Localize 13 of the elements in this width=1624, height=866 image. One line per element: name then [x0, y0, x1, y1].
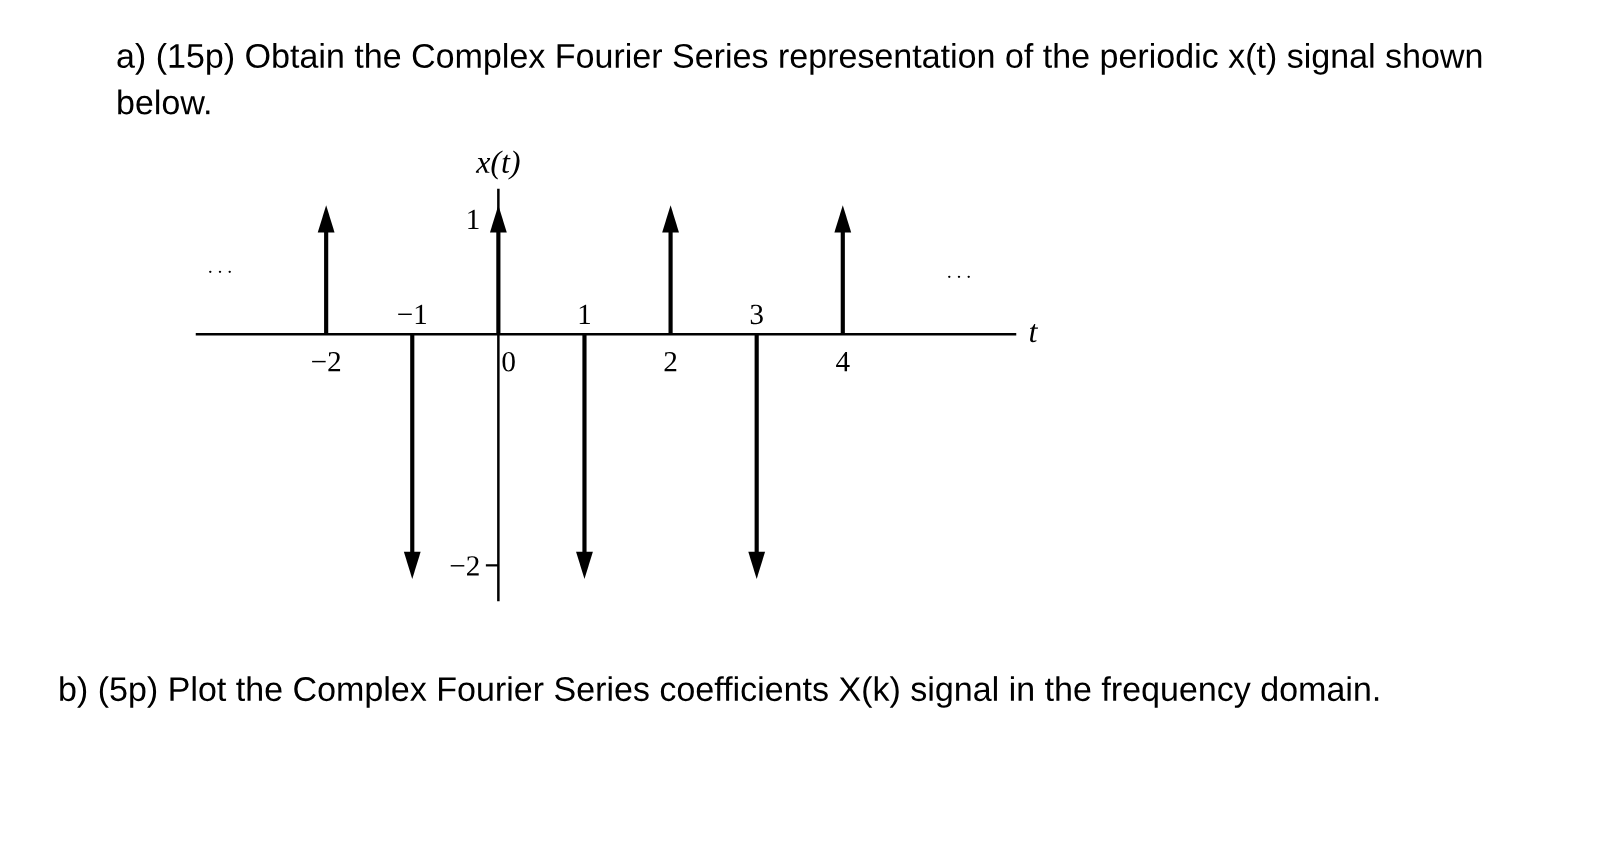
x-tick-label: 0 [502, 351, 515, 372]
x2-tick-label: 1 [579, 304, 591, 324]
annotation: . . . [209, 270, 231, 273]
x-tick-label: −2 [312, 351, 341, 372]
annotation: . . . [948, 275, 970, 278]
x2-tick-label: −1 [398, 304, 427, 324]
x-tick-label: 2 [664, 351, 677, 372]
x-tick-label: 4 [836, 352, 850, 372]
x2-tick-label: 3 [750, 304, 763, 325]
chart-title: a) (15p) Obtain the Complex Fourier Series representation of the periodic x(t) signal shown below. [117, 43, 1482, 115]
x-axis-title: t [1029, 324, 1039, 343]
y-axis-title: x(t) [475, 150, 520, 180]
text: b) (5p) Plot the Complex Fourier Series coefficients X(k) signal in the frequency domain. [60, 676, 1379, 708]
